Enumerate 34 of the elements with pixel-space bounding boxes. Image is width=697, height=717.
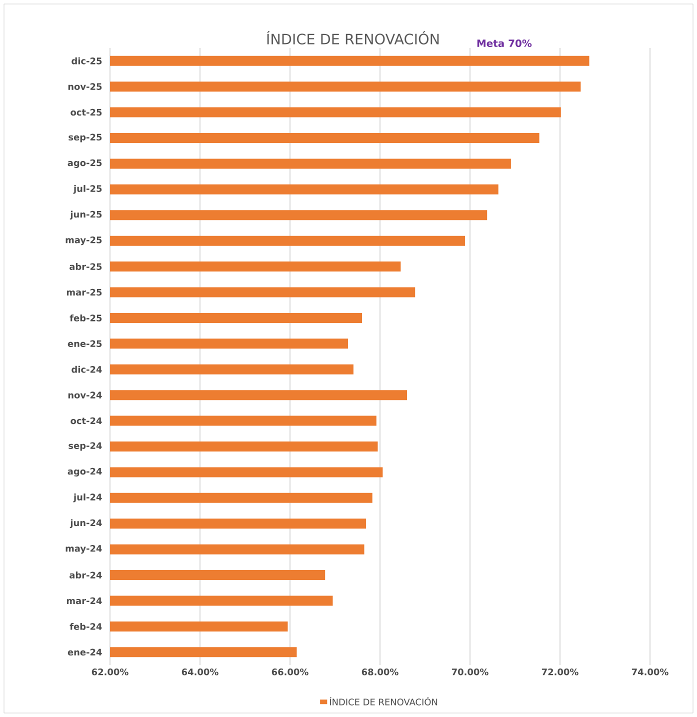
y-tick-label: mar-24	[66, 597, 102, 604]
y-tick-label: sep-25	[68, 134, 102, 142]
x-tick-label: 70.00%	[452, 668, 488, 676]
y-tick-label: nov-24	[68, 392, 102, 398]
y-tick-label: jun-24	[70, 519, 102, 528]
x-tick-label: 68.00%	[362, 668, 398, 676]
x-tick-label: 64.00%	[182, 668, 218, 676]
text: Meta 70%	[477, 40, 532, 48]
x-tick-label: 66.00%	[272, 668, 308, 676]
y-tick-label: nov-25	[68, 83, 102, 90]
y-tick-label: may-25	[66, 236, 102, 246]
y-tick-label: ago-24	[68, 468, 102, 476]
y-tick-label: sep-24	[68, 442, 102, 451]
y-tick-label: oct-24	[70, 417, 102, 424]
y-tick-label: jul-25	[73, 185, 102, 194]
y-tick-label: may-24	[66, 545, 102, 554]
y-tick-label: ene-25	[68, 340, 102, 348]
legend-label: ÍNDICE DE RENOVACIÓN	[330, 696, 438, 706]
y-tick-label: dic-25	[72, 57, 102, 64]
y-tick-label: feb-25	[70, 314, 102, 322]
y-tick-label: dic-24	[72, 366, 102, 373]
x-tick-label: 74.00%	[632, 668, 668, 676]
y-tick-label: oct-25	[70, 108, 102, 116]
y-tick-label: jul-24	[73, 494, 102, 502]
y-tick-label: ago-25	[68, 159, 102, 168]
y-tick-label: mar-25	[66, 288, 102, 296]
chart-title: ÍNDICE DE RENOVACIÓN	[267, 30, 439, 44]
y-tick-label: feb-24	[70, 622, 102, 630]
x-tick-label: 62.00%	[92, 668, 128, 676]
y-tick-label: abr-25	[70, 263, 102, 270]
y-tick-label: jun-25	[70, 210, 102, 220]
y-tick-label: abr-24	[70, 572, 102, 578]
y-tick-label: ene-24	[68, 648, 102, 656]
x-tick-label: 72.00%	[542, 668, 578, 676]
